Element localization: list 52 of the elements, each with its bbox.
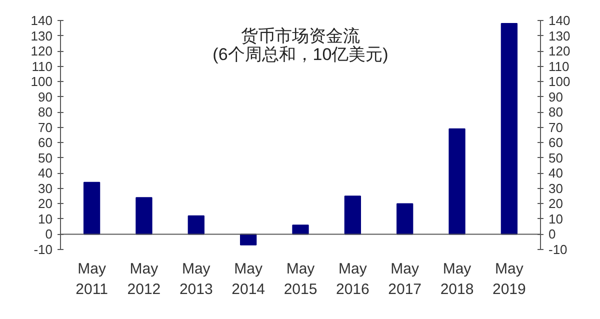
y-tick-label: 110 (32, 58, 53, 74)
y2-tick-label: -10 (548, 242, 568, 257)
y2-tick-label: 0 (548, 226, 556, 242)
x-tick-label: May 2018 (440, 260, 474, 298)
y2-tick-label: 50 (548, 150, 563, 166)
y-tick-label: 0 (45, 226, 53, 242)
x-tick-label: May 2014 (232, 260, 266, 298)
bar (188, 215, 204, 235)
text: (6个周总和，10亿美元) (212, 44, 388, 64)
y-tick-label: 60 (38, 135, 53, 150)
y2-tick-label: 140 (548, 13, 570, 28)
y2-tick-label: 70 (548, 120, 563, 135)
y-tick-label: 120 (30, 44, 53, 59)
y-tick-label: 50 (38, 150, 53, 166)
x-tick-label: May 2015 (284, 260, 318, 298)
y-tick-label: 30 (38, 180, 53, 196)
x-tick-label: May 2019 (492, 260, 526, 298)
chart-title: 货币市场资金流 (241, 26, 360, 46)
y2-tick-label: 10 (548, 211, 563, 226)
bar (396, 203, 414, 235)
y-tick-label: 140 (30, 13, 53, 28)
y2-tick-label: 60 (548, 135, 563, 150)
y-tick-label: -10 (34, 242, 53, 257)
x-tick-label: May 2012 (127, 260, 161, 298)
y2-tick-label: 40 (548, 166, 563, 181)
x-tick-label: May 2016 (336, 260, 370, 298)
y-tick-label: 70 (38, 120, 53, 135)
x-tick-label: May 2011 (76, 260, 108, 298)
x-tick-label: May 2017 (388, 260, 422, 298)
y2-tick-label: 80 (548, 104, 563, 120)
x-tick-label: May 2013 (179, 260, 213, 298)
y-tick-label: 40 (38, 166, 53, 181)
y-tick-label: 90 (38, 89, 53, 104)
y2-tick-label: 120 (548, 44, 570, 59)
y-tick-label: 130 (30, 28, 53, 44)
bar (83, 182, 100, 235)
y2-tick-label: 20 (548, 196, 563, 212)
y2-tick-label: 130 (548, 28, 570, 44)
bar (136, 197, 152, 235)
y2-tick-label: 90 (548, 89, 563, 104)
y-tick-label: 100 (30, 74, 53, 90)
bar (448, 128, 466, 235)
y-tick-label: 10 (38, 211, 53, 226)
bar (292, 224, 309, 235)
y2-tick-label: 30 (548, 180, 563, 196)
bar (344, 196, 361, 235)
bar (240, 234, 257, 246)
y-tick-label: 20 (38, 196, 53, 212)
y2-tick-label: 100 (548, 74, 570, 90)
bar (500, 23, 518, 235)
y-tick-label: 80 (38, 104, 53, 120)
y2-tick-label: 110 (548, 58, 570, 74)
